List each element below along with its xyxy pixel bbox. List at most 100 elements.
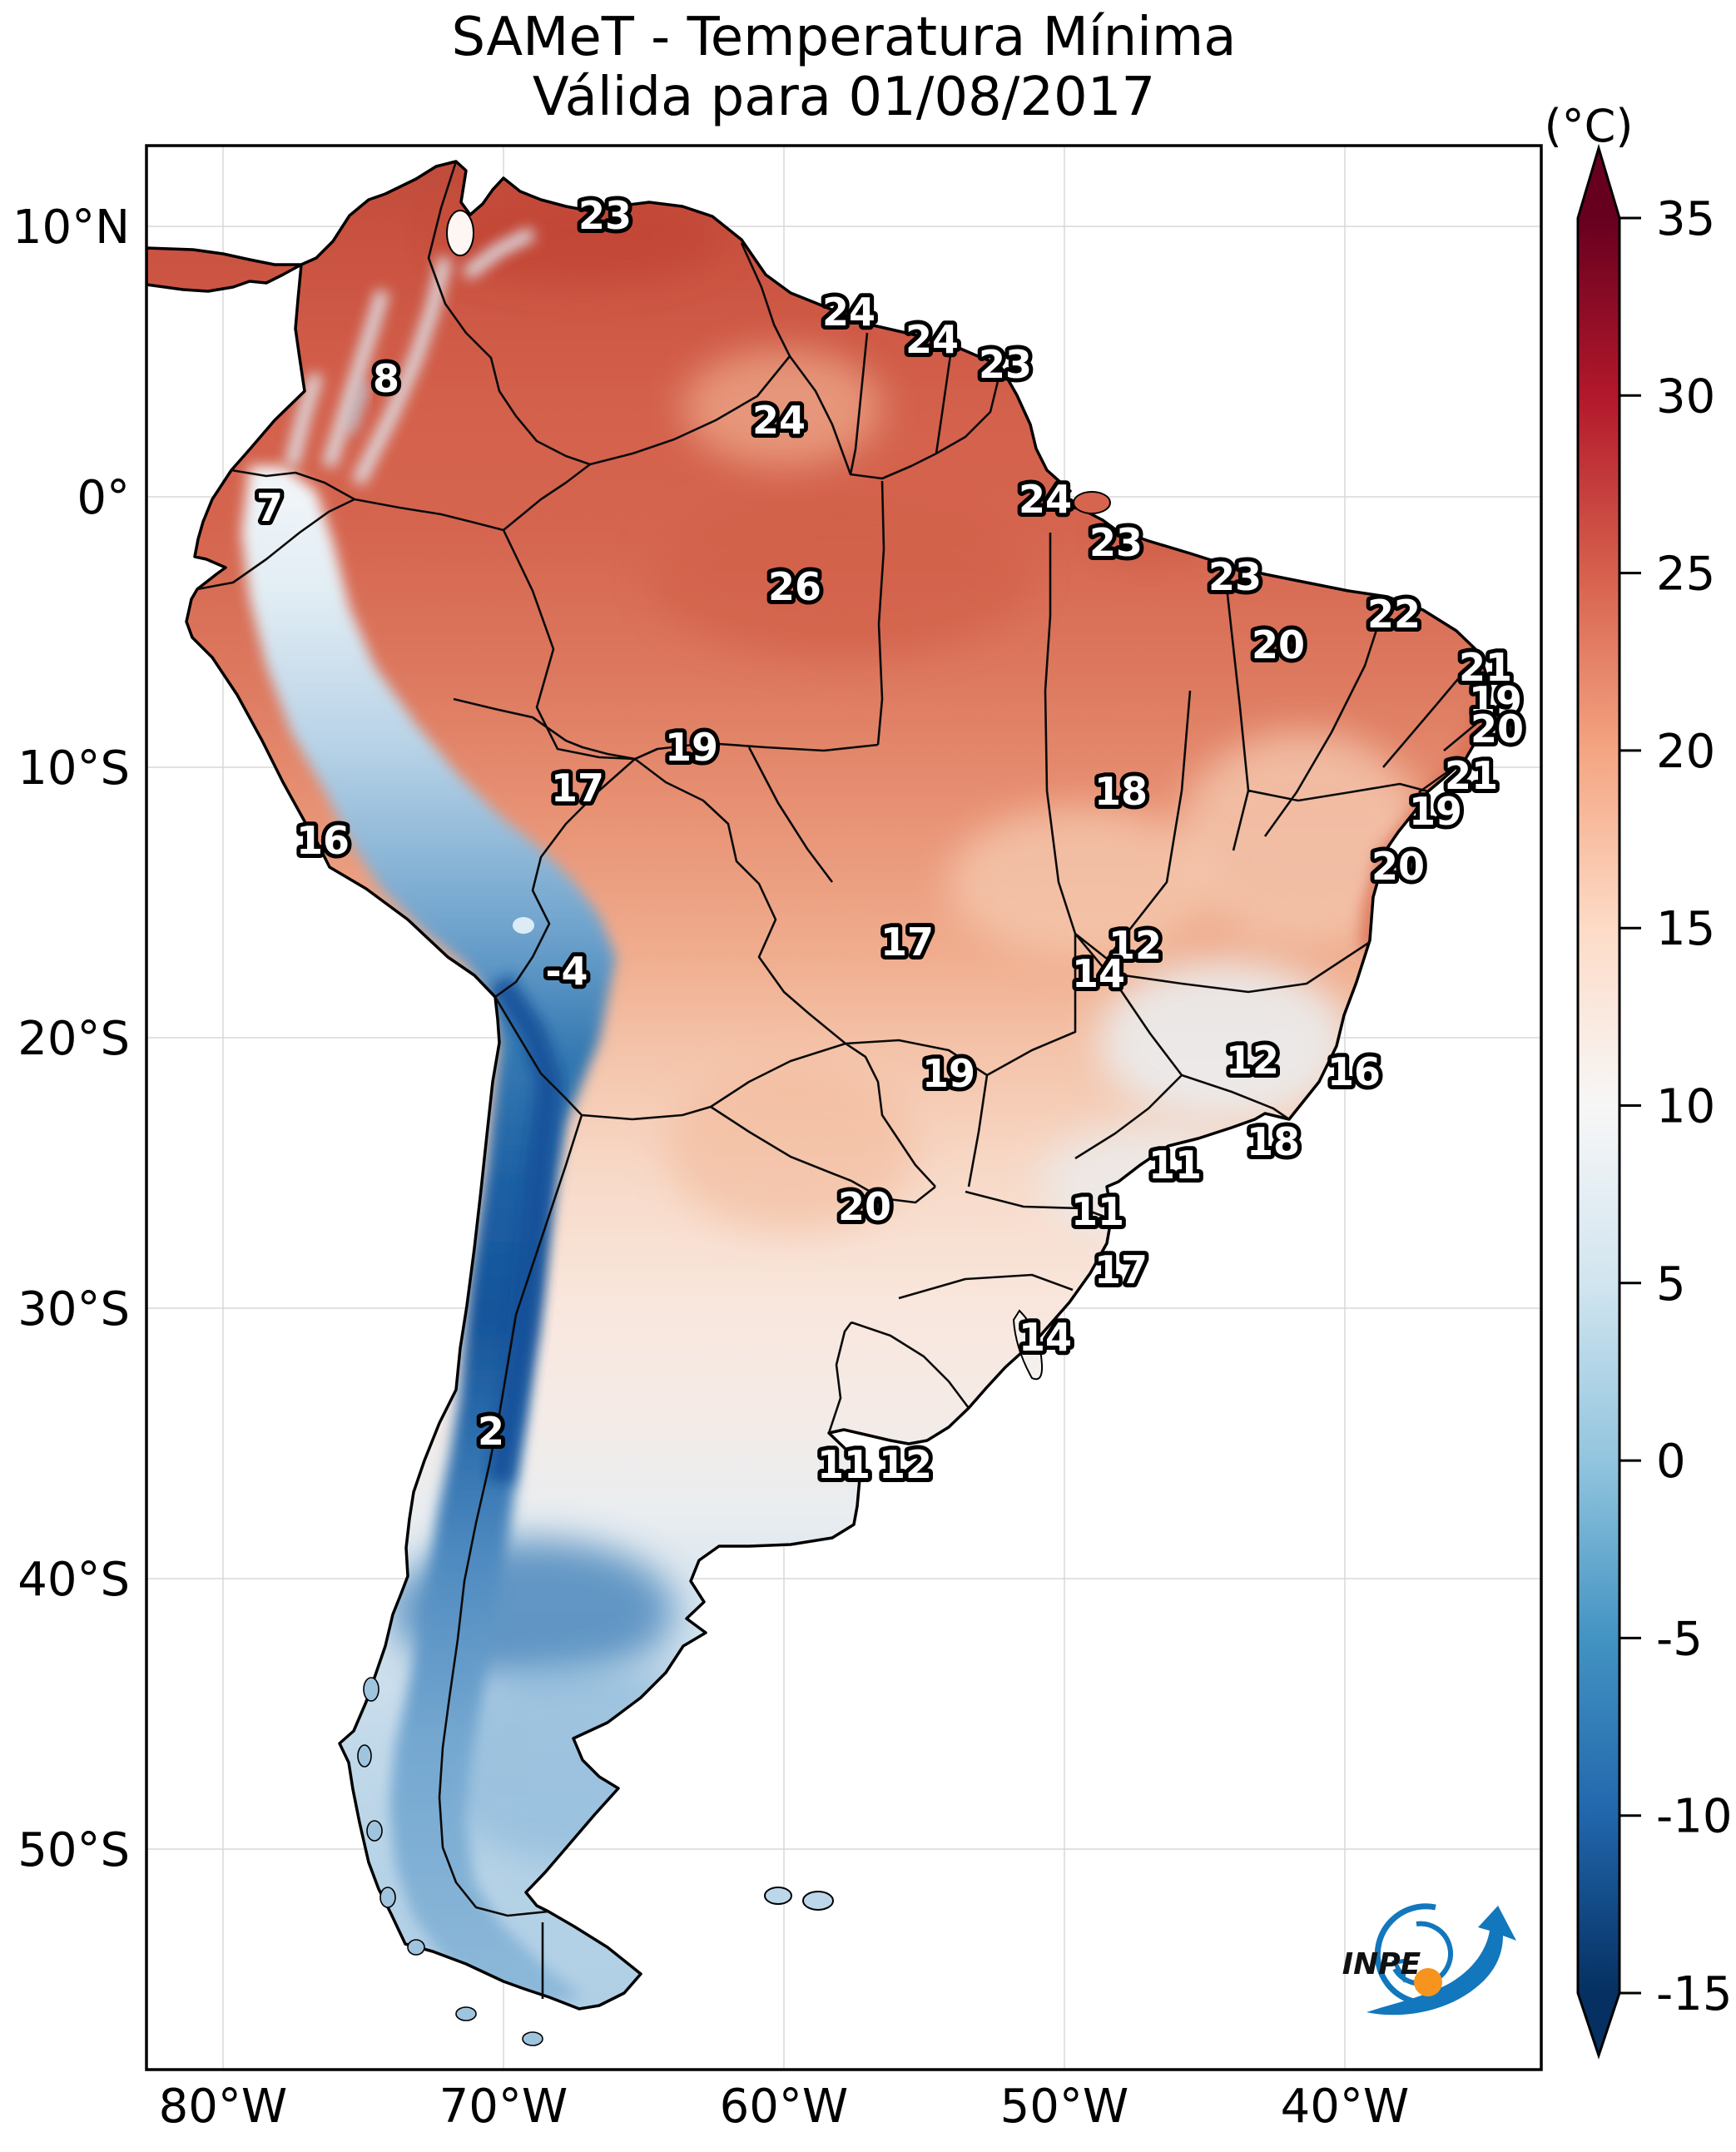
map-value-label: 12 <box>1226 1038 1279 1083</box>
map-value-label-halo: 21 <box>1459 645 1512 690</box>
colorbar: (°C) 35 30 25 20 15 10 5 0 -5 -10 -15 <box>1545 100 1732 2060</box>
map-value-label-halo: 24 <box>1019 477 1072 522</box>
map-value-label: 23 <box>979 342 1032 387</box>
map-value-label: 26 <box>768 564 821 609</box>
lon-tick-label: 80°W <box>159 2080 288 2134</box>
map-value-label-halo: 20 <box>1471 707 1524 751</box>
colorbar-tick-label: 0 <box>1656 1435 1686 1489</box>
map-value-label-halo: 12 <box>1109 923 1162 968</box>
map-value-label-halo: 14 <box>1019 1315 1072 1360</box>
colorbar-tick-label: -5 <box>1656 1612 1703 1666</box>
map-value-label-halo: 19 <box>1469 678 1522 723</box>
map-value-label: 22 <box>1367 592 1421 637</box>
lat-tick-label: 50°S <box>17 1823 130 1877</box>
lat-tick-label: 10°S <box>17 741 130 796</box>
lat-tick-label: 10°N <box>12 201 130 255</box>
andes-mountain-band <box>241 466 616 2006</box>
map-value-label: 24 <box>1019 477 1072 522</box>
colorbar-tick-label: 5 <box>1656 1257 1686 1312</box>
map-value-label: 23 <box>578 193 632 238</box>
inpe-big-arrow-icon <box>1366 1906 1516 2016</box>
map-value-label: 17 <box>880 920 934 964</box>
inpe-logo-text: INPE <box>1342 1947 1421 1981</box>
map-value-label-halo: 26 <box>768 564 821 609</box>
lat-tick-label: 40°S <box>17 1553 130 1607</box>
map-value-label: 24 <box>822 290 875 335</box>
lat-tick-label: 20°S <box>17 1012 130 1066</box>
map-value-label-halo: 18 <box>1247 1119 1300 1164</box>
map-value-label-halo: 23 <box>1089 520 1143 565</box>
lon-tick-label: 70°W <box>439 2080 568 2134</box>
map-value-label-halo: 19 <box>1409 789 1462 834</box>
map-value-label: 11 <box>817 1442 870 1487</box>
map-value-label-halo: 11 <box>1071 1189 1124 1234</box>
map-value-label: 14 <box>1019 1315 1072 1360</box>
map-value-label-halo: 24 <box>822 290 875 335</box>
inpe-logo: INPE <box>1342 1903 1516 2016</box>
lake-titicaca <box>513 917 534 934</box>
map-value-label: 20 <box>1252 622 1305 667</box>
map-value-label-halo: 17 <box>880 920 934 964</box>
map-value-label-halo: 23 <box>578 193 632 238</box>
map-value-label: 18 <box>1247 1119 1300 1164</box>
lakes-and-islands <box>357 210 1111 2046</box>
map-frame <box>145 144 1543 2071</box>
lat-tick-label: 0° <box>77 471 130 525</box>
map-value-label-halo: 24 <box>752 398 806 443</box>
map-value-label: -4 <box>545 949 588 994</box>
map-value-label-halo: 19 <box>665 725 718 770</box>
map-value-label-halo: 19 <box>922 1051 975 1096</box>
map-value-label-halo: 12 <box>1226 1038 1279 1083</box>
map-value-label: 23 <box>1208 554 1262 599</box>
map-value-label: 11 <box>1071 1189 1124 1234</box>
colorbar-unit-label: (°C) <box>1545 100 1634 152</box>
map-value-label: 16 <box>296 818 350 863</box>
colorbar-tick-label: 10 <box>1656 1080 1715 1134</box>
map-value-label-halo: 20 <box>1252 622 1305 667</box>
map-value-label-halo: 8 <box>373 356 399 401</box>
map-value-label: 16 <box>1327 1049 1381 1094</box>
map-value-label-halo: 24 <box>905 317 959 362</box>
map-value-label-halo: 23 <box>979 342 1032 387</box>
lake-maracaibo <box>446 210 474 256</box>
temperature-field-overlays <box>241 191 1490 2006</box>
map-value-label: 20 <box>1471 707 1524 751</box>
map-value-label: 14 <box>1072 951 1125 996</box>
map-value-label-halo: 11 <box>817 1442 870 1487</box>
map-value-label: 11 <box>1148 1143 1202 1188</box>
map-value-label: 24 <box>905 317 959 362</box>
map-value-label: 21 <box>1459 645 1512 690</box>
map-value-label: 18 <box>1094 769 1148 814</box>
inpe-inner-arc-icon <box>1392 1921 1453 1986</box>
map-value-label-halo: 17 <box>551 766 604 811</box>
map-value-label: 19 <box>665 725 718 770</box>
lon-tick-label: 40°W <box>1281 2080 1410 2134</box>
map-value-label-halo: 7 <box>256 485 283 530</box>
map-value-label-halo: 20 <box>1371 844 1425 889</box>
falkland-west <box>764 1887 792 1905</box>
latitude-axis-labels: 10°N 0° 10°S 20°S 30°S 40°S 50°S <box>12 201 130 1877</box>
map-value-label-halo: 22 <box>1367 592 1421 637</box>
colorbar-tick-label: 20 <box>1656 725 1715 779</box>
map-value-label-halo: 16 <box>1327 1049 1381 1094</box>
colorbar-tick-label: 30 <box>1656 369 1715 424</box>
map-value-label: 19 <box>1409 789 1462 834</box>
figure-title-line2: Válida para 01/08/2017 <box>533 67 1155 128</box>
map-value-label: 17 <box>551 766 604 811</box>
map-value-label-halo: 2 <box>478 1409 504 1454</box>
colorbar-ticks: 35 30 25 20 15 10 5 0 -5 -10 -15 <box>1619 192 1732 2021</box>
lagoa-dos-patos <box>1012 1309 1044 1381</box>
lat-tick-label: 30°S <box>17 1282 130 1336</box>
map-value-label-halo: -4 <box>545 949 588 994</box>
colorbar-tick-label: 35 <box>1656 192 1715 246</box>
colorbar-tick-label: -10 <box>1656 1790 1732 1844</box>
map-value-label-halo: 16 <box>296 818 350 863</box>
map-value-label-halo: 21 <box>1445 753 1498 798</box>
inpe-orange-dot-icon <box>1414 1968 1442 1996</box>
map-value-label: 12 <box>879 1442 932 1487</box>
map-value-label: 23 <box>1089 520 1143 565</box>
map-value-label: 24 <box>752 398 806 443</box>
map-value-label: 17 <box>1094 1247 1148 1292</box>
